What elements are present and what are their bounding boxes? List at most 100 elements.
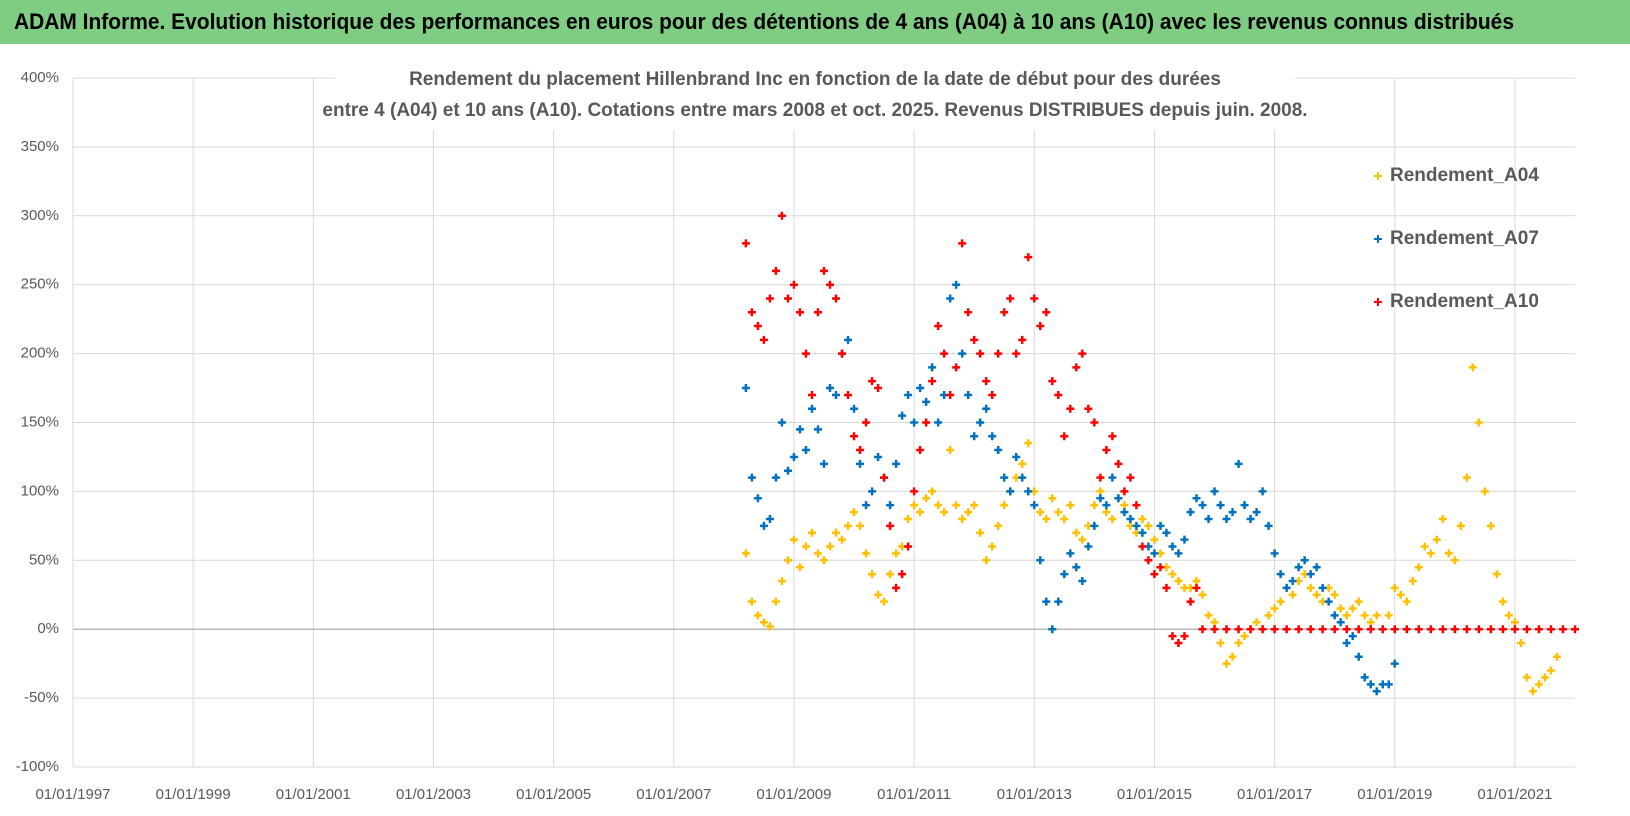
title-background: [335, 66, 1295, 130]
point: [747, 308, 756, 317]
point: [1486, 521, 1495, 530]
point: [1156, 563, 1165, 572]
legend-marker: [1374, 235, 1382, 243]
point: [994, 446, 1003, 455]
point: [1012, 452, 1021, 461]
x-tick-label: 01/01/2019: [1357, 786, 1432, 803]
y-tick-label: 200%: [21, 345, 59, 362]
point: [862, 549, 871, 558]
point: [1030, 294, 1039, 303]
point: [807, 390, 816, 399]
point: [1372, 687, 1381, 696]
point: [1498, 597, 1507, 606]
point: [783, 466, 792, 475]
point: [922, 418, 931, 427]
y-tick-label: -50%: [24, 689, 59, 706]
point: [1162, 583, 1171, 592]
point: [940, 508, 949, 517]
point: [946, 390, 955, 399]
point: [820, 459, 828, 468]
header-bar: [0, 0, 1630, 44]
point: [1571, 625, 1579, 634]
point: [1552, 652, 1561, 661]
point: [747, 473, 756, 482]
point: [1432, 535, 1441, 544]
point: [801, 542, 810, 551]
point: [1456, 521, 1465, 530]
x-tick-label: 01/01/2021: [1477, 786, 1552, 803]
point: [928, 487, 937, 496]
point: [892, 583, 901, 592]
point: [826, 384, 835, 393]
point: [1468, 363, 1477, 372]
point: [1438, 625, 1447, 634]
point: [1270, 549, 1279, 558]
point: [1276, 570, 1285, 579]
y-tick-label: 250%: [21, 276, 59, 293]
point: [1312, 590, 1321, 599]
point: [1462, 473, 1471, 482]
point: [1150, 549, 1159, 558]
point: [850, 508, 859, 517]
point: [1480, 487, 1489, 496]
point: [1120, 501, 1129, 510]
point: [1054, 508, 1063, 517]
point: [1414, 563, 1423, 572]
point: [838, 349, 847, 358]
point: [759, 618, 768, 627]
point: [1096, 494, 1105, 503]
point: [1528, 687, 1537, 696]
point: [1258, 487, 1267, 496]
point: [1222, 659, 1231, 668]
point: [886, 570, 895, 579]
point: [964, 390, 973, 399]
point: [1354, 625, 1363, 634]
x-tick-label: 01/01/2011: [877, 786, 951, 803]
point: [813, 308, 822, 317]
point: [910, 487, 919, 496]
point: [1378, 625, 1387, 634]
point: [970, 335, 979, 344]
point: [807, 404, 816, 413]
x-tick-label: 01/01/1999: [156, 786, 231, 803]
point: [1096, 487, 1105, 496]
point: [771, 473, 780, 482]
point: [952, 280, 961, 289]
point: [1102, 501, 1111, 510]
point: [1180, 632, 1189, 641]
point: [1240, 632, 1249, 641]
point: [874, 452, 883, 461]
point: [1192, 576, 1201, 585]
point: [976, 418, 985, 427]
point: [964, 308, 973, 317]
point: [1270, 604, 1279, 613]
point: [850, 432, 859, 441]
point: [1360, 673, 1369, 682]
point: [777, 418, 786, 427]
point: [1342, 625, 1351, 634]
point: [1018, 335, 1027, 344]
point: [1174, 549, 1183, 558]
point: [862, 418, 871, 427]
point: [1174, 576, 1183, 585]
point: [741, 549, 750, 558]
point: [1060, 432, 1069, 441]
point: [789, 452, 798, 461]
point: [958, 514, 967, 523]
point: [1384, 611, 1393, 620]
point: [844, 335, 853, 344]
point: [856, 446, 865, 455]
point: [1078, 576, 1087, 585]
point: [1060, 514, 1069, 523]
point: [1042, 308, 1051, 317]
point: [1216, 638, 1225, 647]
point: [1024, 439, 1033, 448]
point: [759, 521, 768, 530]
point: [1270, 625, 1279, 634]
point: [1108, 514, 1117, 523]
point: [1336, 618, 1345, 627]
chart-subtitle: entre 4 (A04) et 10 ans (A10). Cotations…: [322, 100, 1307, 121]
point: [1498, 625, 1507, 634]
point: [826, 280, 835, 289]
